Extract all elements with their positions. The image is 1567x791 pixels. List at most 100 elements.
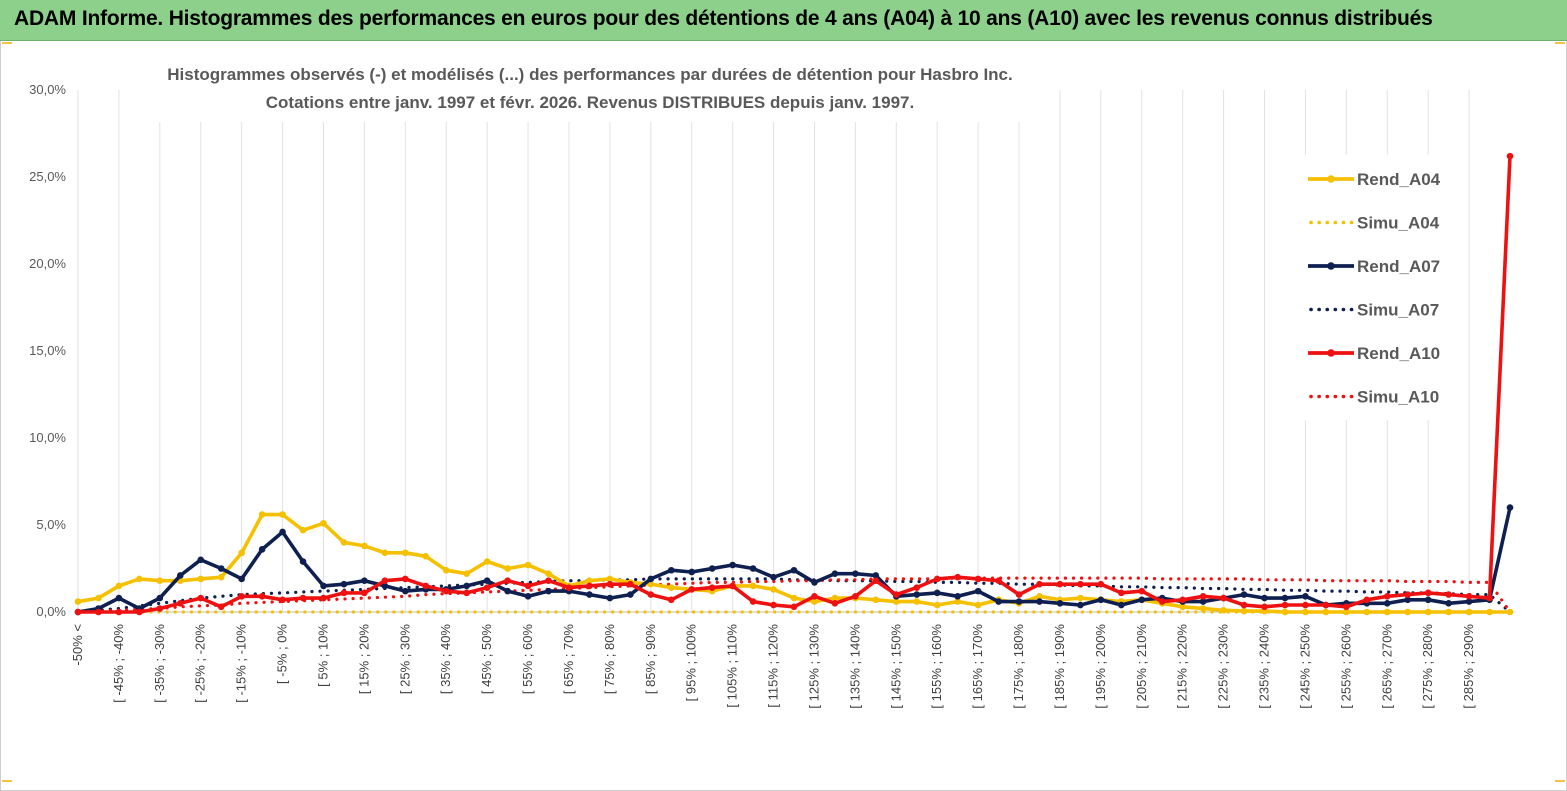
- point-rend-a10: [197, 594, 205, 602]
- point-rend-a10: [217, 603, 225, 611]
- point-rend-a07: [1302, 593, 1309, 600]
- point-rend-a10: [811, 593, 818, 600]
- point-rend-a04: [586, 577, 593, 584]
- point-rend-a04: [790, 594, 798, 602]
- y-tick-label: 30,0%: [29, 82, 66, 97]
- point-rend-a07: [606, 594, 614, 602]
- point-rend-a07: [811, 579, 818, 586]
- point-rend-a10: [1486, 594, 1493, 602]
- point-rend-a10: [402, 575, 409, 583]
- point-rend-a10: [340, 589, 348, 597]
- point-rend-a04: [1363, 608, 1371, 616]
- point-rend-a04: [913, 598, 921, 605]
- point-rend-a04: [892, 598, 900, 605]
- point-rend-a10: [872, 577, 880, 584]
- point-rend-a10: [1179, 596, 1186, 604]
- point-rend-a07: [361, 577, 368, 584]
- point-rend-a07: [1424, 596, 1432, 604]
- x-tick-label: [ 65% ; 70%: [561, 624, 576, 695]
- point-rend-a10: [524, 582, 532, 590]
- point-rend-a10: [1506, 152, 1514, 160]
- x-tick-label: [ 185% ; 190%: [1052, 624, 1067, 709]
- point-rend-a07: [463, 582, 470, 590]
- legend-label-simu-a10: Simu_A10: [1357, 388, 1439, 407]
- y-tick-label: 20,0%: [29, 256, 66, 271]
- point-rend-a10: [361, 589, 368, 597]
- point-rend-a10: [1445, 591, 1452, 598]
- point-rend-a10: [279, 596, 286, 604]
- point-rend-a10: [565, 584, 573, 591]
- legend-marker-rend-a10: [1327, 349, 1335, 357]
- point-rend-a10: [1097, 580, 1105, 588]
- x-tick-label: [ -35% ; -30%: [152, 624, 167, 703]
- point-rend-a10: [1015, 591, 1023, 598]
- point-rend-a10: [1056, 580, 1064, 588]
- point-rend-a04: [524, 561, 532, 569]
- point-rend-a04: [1036, 593, 1043, 600]
- point-rend-a10: [74, 608, 82, 616]
- point-rend-a04: [1220, 606, 1227, 614]
- point-rend-a04: [1404, 608, 1412, 616]
- point-rend-a10: [1158, 598, 1166, 605]
- point-rend-a07: [217, 565, 225, 572]
- point-rend-a10: [504, 577, 511, 584]
- point-rend-a10: [647, 591, 655, 598]
- point-rend-a07: [1404, 596, 1412, 604]
- point-rend-a07: [340, 580, 348, 588]
- x-tick-label: [ 175% ; 180%: [1011, 624, 1026, 709]
- series-lines: [74, 152, 1514, 616]
- point-rend-a04: [872, 596, 880, 604]
- chart-title-line-2: Cotations entre janv. 1997 et févr. 2026…: [266, 93, 914, 112]
- x-tick-label: [ 245% ; 250%: [1297, 624, 1312, 709]
- point-rend-a04: [442, 566, 450, 574]
- y-tick-label: 10,0%: [29, 430, 66, 445]
- point-rend-a07: [176, 572, 184, 579]
- x-tick-label: [ 15% ; 20%: [356, 624, 371, 695]
- point-rend-a07: [1465, 598, 1473, 605]
- point-rend-a10: [995, 577, 1002, 584]
- point-rend-a04: [647, 580, 655, 588]
- chart-title-line-1: Histogrammes observés (-) et modélisés (…: [167, 65, 1013, 84]
- point-rend-a04: [1424, 608, 1432, 616]
- point-rend-a04: [1445, 608, 1452, 616]
- x-tick-label: [ 215% ; 220%: [1175, 624, 1190, 709]
- point-rend-a04: [422, 553, 430, 560]
- point-rend-a07: [933, 589, 941, 597]
- point-rend-a07: [320, 582, 327, 590]
- point-rend-a04: [320, 519, 327, 527]
- point-rend-a07: [872, 572, 880, 579]
- grid: [77, 90, 1470, 612]
- point-rend-a10: [1036, 580, 1043, 588]
- point-rend-a04: [381, 549, 389, 557]
- x-tick-label: [ 205% ; 210%: [1134, 624, 1149, 709]
- point-rend-a10: [974, 575, 982, 583]
- point-rend-a07: [197, 556, 205, 564]
- point-rend-a04: [115, 582, 123, 590]
- y-tick-label: 15,0%: [29, 343, 66, 358]
- point-rend-a10: [770, 601, 777, 609]
- point-rend-a04: [402, 549, 409, 557]
- point-rend-a10: [688, 586, 696, 593]
- point-rend-a10: [1220, 594, 1227, 602]
- point-rend-a07: [1056, 600, 1064, 607]
- point-rend-a04: [197, 575, 205, 583]
- point-rend-a04: [1383, 608, 1391, 616]
- point-rend-a10: [790, 603, 798, 611]
- point-rend-a10: [954, 573, 961, 581]
- point-rend-a07: [279, 528, 286, 536]
- x-tick-label: [ 75% ; 80%: [602, 624, 617, 695]
- point-rend-a04: [606, 575, 614, 583]
- point-rend-a10: [1118, 589, 1125, 597]
- point-rend-a10: [749, 598, 757, 605]
- x-tick-label: [ 35% ; 40%: [438, 624, 453, 695]
- point-rend-a04: [156, 577, 164, 584]
- point-rend-a04: [74, 598, 82, 605]
- legend-box: [1300, 155, 1460, 420]
- point-rend-a04: [1179, 603, 1186, 611]
- x-tick-label: [ 255% ; 260%: [1338, 624, 1353, 709]
- point-rend-a07: [708, 565, 716, 572]
- y-tick-label: 0,0%: [36, 604, 66, 619]
- point-rend-a07: [1240, 591, 1248, 598]
- point-rend-a04: [258, 511, 266, 518]
- x-tick-label: [ -5% ; 0%: [275, 624, 290, 684]
